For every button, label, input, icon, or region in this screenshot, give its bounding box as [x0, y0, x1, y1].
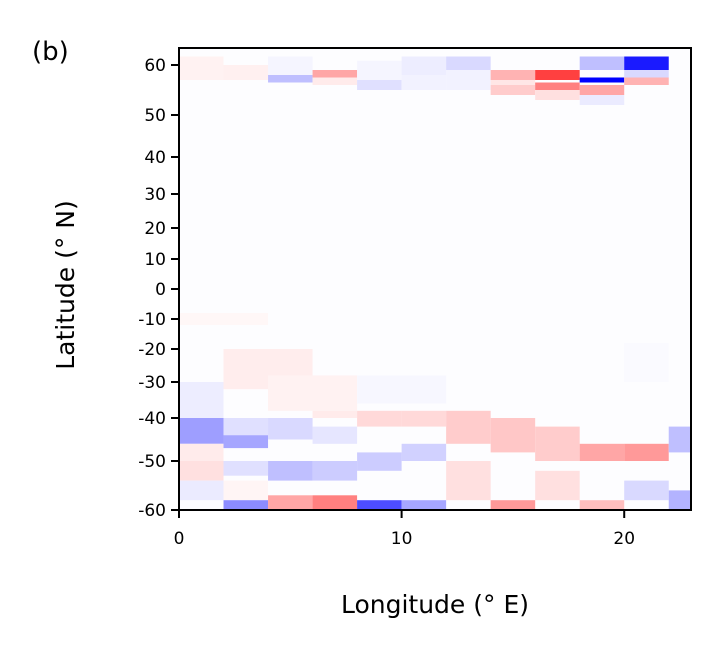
heatmap-cell [579, 95, 625, 105]
heatmap-cell [357, 500, 402, 510]
heatmap-cell [268, 495, 313, 510]
y-tick-label: -20 [138, 340, 166, 360]
heatmap-cell [401, 443, 447, 461]
y-axis-label: Latitude (° N) [51, 200, 80, 370]
heatmap-cell [312, 410, 358, 418]
heatmap-cell [490, 500, 536, 510]
heatmap-cell [223, 435, 269, 449]
heatmap-cell [446, 56, 491, 70]
y-tick-label: 0 [155, 280, 166, 300]
heatmap-cell [223, 65, 269, 80]
heatmap-cell [579, 56, 625, 70]
heatmap-cell [624, 480, 669, 501]
heatmap-cell [357, 80, 402, 90]
heatmap-cell [401, 410, 447, 427]
y-tick-label: 10 [144, 250, 166, 270]
heatmap-cell [624, 56, 669, 70]
y-tick-label: 40 [144, 148, 166, 168]
x-tick-label: 0 [174, 529, 185, 549]
heatmap-cell [535, 90, 580, 100]
heatmap-cell [357, 410, 402, 427]
heatmap-cells [179, 56, 691, 510]
heatmap-cell [579, 77, 625, 83]
heatmap-cell [268, 375, 358, 411]
heatmap-cell [312, 495, 358, 510]
heatmap-cell [624, 343, 669, 382]
heatmap-cell [179, 56, 224, 80]
heatmap-cell [535, 470, 580, 501]
heatmap-cell [401, 75, 447, 90]
heatmap-cell [223, 500, 269, 510]
heatmap-cell [579, 85, 625, 95]
heatmap-cell [179, 480, 224, 501]
heatmap-cell [179, 443, 224, 461]
y-tick-label: 30 [144, 185, 166, 205]
heatmap-cell [490, 85, 536, 95]
y-tick-label: -50 [138, 452, 166, 472]
x-tick-label: 20 [613, 529, 635, 549]
heatmap-cell [624, 443, 669, 461]
heatmap-cell [357, 375, 447, 404]
panel-label: (b) [32, 37, 69, 67]
heatmap-cell [268, 56, 313, 75]
x-axis-label: Longitude (° E) [341, 590, 529, 619]
heatmap-cell [179, 313, 269, 325]
heatmap-cell [312, 426, 358, 444]
heatmap-cell [357, 452, 402, 471]
heatmap-cell [446, 410, 491, 444]
heatmap-cell [490, 70, 536, 80]
heatmap-cell [268, 461, 313, 481]
plot-frame [178, 47, 692, 511]
heatmap-cell [490, 418, 536, 453]
y-axis: 60 50 40 30 20 10 0 -10 -20 -30 -40 -50 -60 [138, 56, 179, 521]
heatmap-cell [179, 418, 224, 444]
heatmap-cell [624, 70, 669, 78]
heatmap-cell [535, 70, 580, 80]
heatmap-cell [268, 75, 313, 83]
heatmap-cell [446, 70, 491, 90]
heatmap-cell [179, 461, 224, 481]
heatmap-cell [579, 443, 625, 461]
heatmap-cell [357, 60, 402, 80]
x-tick-label: 10 [391, 529, 413, 549]
heatmap-cell [401, 500, 447, 510]
y-tick-label: -10 [138, 310, 166, 330]
heatmap-cell [490, 80, 536, 85]
heatmap-cell [223, 461, 269, 476]
heatmap-cell [223, 480, 269, 501]
y-tick-label: 60 [144, 56, 166, 76]
heatmap-cell [312, 77, 358, 85]
y-tick-label: 20 [144, 219, 166, 239]
heatmap-cell [446, 461, 491, 501]
heatmap-cell [535, 82, 580, 90]
heatmap-cell [535, 426, 580, 461]
y-tick-label: -40 [138, 409, 166, 429]
y-tick-label: 50 [144, 106, 166, 126]
y-tick-label: -60 [138, 501, 166, 521]
heatmap-cell [579, 500, 625, 510]
heatmap-cell [223, 418, 269, 436]
x-axis: 0 10 20 [174, 510, 635, 549]
heatmap-cell [268, 418, 313, 440]
heatmap-cell [179, 382, 224, 418]
y-tick-label: -30 [138, 373, 166, 393]
heatmap-cell [668, 426, 691, 453]
heatmap-cell [401, 56, 447, 75]
heatmap-cell [668, 490, 691, 510]
heatmap-cell [312, 70, 358, 78]
heatmap-cell [624, 77, 669, 85]
heatmap-cell [312, 461, 358, 481]
